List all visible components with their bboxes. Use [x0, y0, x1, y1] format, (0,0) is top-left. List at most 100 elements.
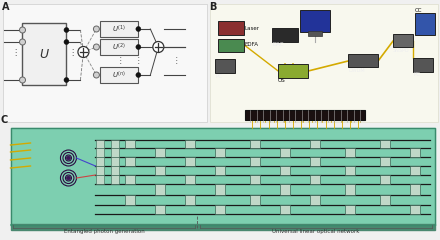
Circle shape	[153, 42, 164, 53]
Bar	[250, 175, 260, 184]
Bar	[185, 195, 195, 205]
Bar	[300, 10, 330, 32]
Bar	[310, 195, 320, 205]
Bar	[345, 148, 355, 157]
Bar	[155, 184, 165, 195]
Text: CC: CC	[415, 7, 422, 12]
Bar	[380, 140, 390, 148]
Bar	[100, 67, 138, 83]
Bar	[185, 175, 195, 184]
Text: PC: PC	[413, 72, 420, 78]
Bar	[380, 175, 390, 184]
Bar	[280, 205, 290, 214]
Text: $U^{(n)}$: $U^{(n)}$	[112, 69, 126, 81]
Text: PC: PC	[215, 73, 222, 78]
Bar	[96, 148, 104, 157]
Circle shape	[136, 26, 141, 31]
Bar	[185, 157, 195, 166]
Bar	[380, 157, 390, 166]
Circle shape	[93, 72, 99, 78]
Text: $\vdots$: $\vdots$	[68, 47, 75, 58]
Bar	[410, 184, 420, 195]
Bar	[308, 31, 322, 36]
Bar	[250, 140, 260, 148]
Text: $U$: $U$	[39, 48, 50, 60]
Circle shape	[136, 72, 141, 78]
Text: $\vdots$: $\vdots$	[11, 47, 18, 58]
Bar	[125, 195, 136, 205]
Bar	[218, 21, 244, 35]
Bar	[410, 205, 420, 214]
Text: SNSPD: SNSPD	[393, 48, 410, 53]
Bar	[111, 157, 119, 166]
Circle shape	[64, 78, 69, 83]
Circle shape	[19, 39, 26, 45]
Text: Entangled photon generation: Entangled photon generation	[64, 229, 145, 234]
Bar	[215, 59, 235, 73]
Text: $\vdots$: $\vdots$	[134, 54, 140, 66]
Bar	[215, 184, 225, 195]
Bar	[100, 39, 138, 55]
Bar	[111, 166, 119, 175]
Circle shape	[66, 156, 70, 160]
Bar	[96, 166, 104, 175]
Bar	[345, 205, 355, 214]
Bar	[215, 166, 225, 175]
Bar	[245, 110, 365, 120]
Bar	[185, 140, 195, 148]
Text: C: C	[1, 115, 8, 125]
Bar	[345, 184, 355, 195]
Bar	[280, 184, 290, 195]
Circle shape	[64, 40, 69, 44]
Polygon shape	[11, 224, 435, 230]
Bar	[100, 21, 138, 37]
Bar	[125, 157, 136, 166]
Bar	[215, 148, 225, 157]
Bar	[310, 140, 320, 148]
Circle shape	[66, 176, 70, 180]
Bar	[393, 34, 413, 47]
Circle shape	[136, 44, 141, 49]
Bar	[410, 166, 420, 175]
Circle shape	[78, 47, 89, 58]
Bar	[96, 157, 104, 166]
Bar	[415, 13, 435, 35]
Bar	[125, 175, 136, 184]
Text: B: B	[209, 2, 217, 12]
Bar	[280, 166, 290, 175]
Bar	[125, 140, 136, 148]
Bar	[348, 54, 378, 67]
Circle shape	[64, 28, 69, 32]
Bar	[111, 175, 119, 184]
Bar	[278, 64, 308, 78]
Bar	[155, 166, 165, 175]
Bar	[155, 205, 165, 214]
Text: $\vdots$: $\vdots$	[172, 54, 178, 66]
Bar	[310, 175, 320, 184]
Circle shape	[19, 77, 26, 83]
Bar	[280, 148, 290, 157]
Bar	[155, 148, 165, 157]
Bar	[218, 39, 244, 52]
Circle shape	[19, 27, 26, 33]
Bar	[250, 195, 260, 205]
Polygon shape	[11, 128, 435, 225]
Text: Laser: Laser	[244, 25, 259, 30]
Bar	[111, 148, 119, 157]
Text: DWDM: DWDM	[348, 67, 365, 72]
Bar	[96, 140, 104, 148]
Bar	[250, 157, 260, 166]
Text: $\vdots$: $\vdots$	[116, 54, 122, 66]
Text: EDFA: EDFA	[244, 42, 258, 48]
Bar	[3, 4, 207, 122]
Circle shape	[93, 44, 99, 50]
Text: DAC: DAC	[272, 42, 284, 48]
Text: $U^{(1)}$: $U^{(1)}$	[112, 23, 126, 35]
Bar	[345, 166, 355, 175]
Bar	[215, 205, 225, 214]
Bar	[96, 175, 104, 184]
Text: Universal linear optical network: Universal linear optical network	[272, 229, 360, 234]
Text: $U^{(2)}$: $U^{(2)}$	[112, 41, 126, 53]
Bar	[22, 23, 66, 85]
Bar	[272, 28, 298, 42]
